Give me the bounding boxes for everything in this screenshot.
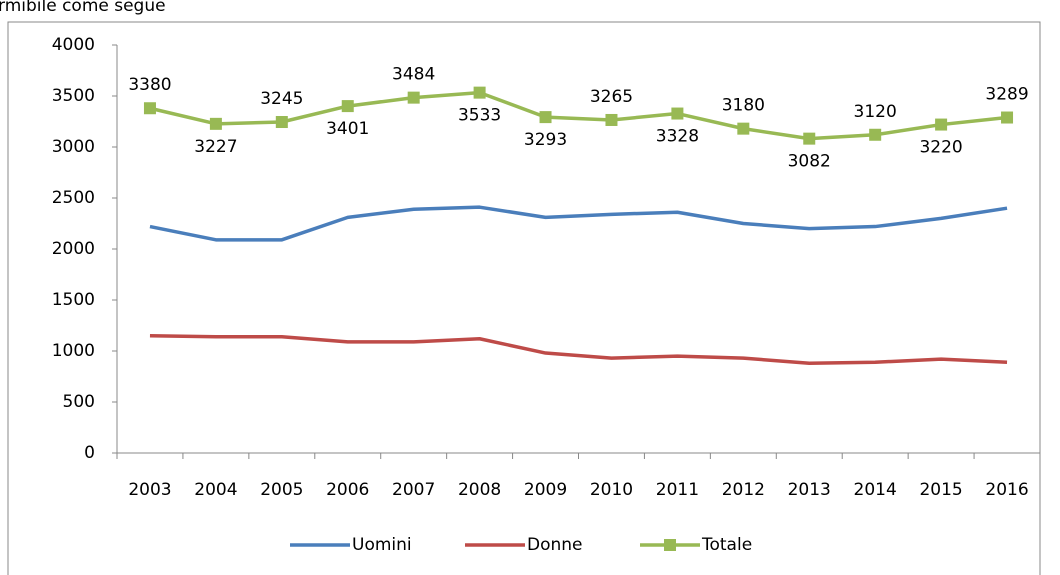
point-marker	[671, 107, 684, 120]
x-tick-label: 2012	[722, 480, 765, 500]
point-marker	[935, 118, 948, 131]
point-marker	[275, 116, 288, 129]
x-tick-label: 2003	[128, 480, 171, 500]
point-marker	[869, 128, 882, 141]
y-tick-label: 1000	[52, 341, 95, 361]
y-tick-label: 3000	[52, 137, 95, 157]
y-tick-label: 4000	[52, 35, 95, 55]
series-line	[149, 90, 1008, 141]
point-marker	[539, 111, 552, 124]
caption: rmibile come segue	[0, 0, 166, 16]
y-tick-label: 2500	[52, 188, 95, 208]
point-marker	[803, 132, 816, 145]
point-marker	[341, 100, 354, 113]
point-marker	[143, 102, 156, 115]
x-tick-label: 2006	[326, 480, 369, 500]
point-marker	[473, 86, 486, 99]
x-tick-label: 2011	[656, 480, 699, 500]
data-label: 3289	[985, 85, 1028, 105]
x-tick-label: 2004	[194, 480, 237, 500]
chart-frame	[7, 21, 1041, 575]
x-tick-label: 2016	[985, 480, 1028, 500]
series-line	[149, 205, 1008, 242]
point-marker	[407, 91, 420, 104]
point-marker	[209, 117, 222, 130]
y-tick-label: 0	[84, 443, 95, 463]
point-marker	[737, 122, 750, 135]
data-label: 3245	[260, 89, 303, 109]
y-tick-label: 1500	[52, 290, 95, 310]
data-label: 3227	[194, 137, 237, 157]
data-label: 3265	[590, 87, 633, 107]
x-tick-label: 2009	[524, 480, 567, 500]
legend-label: Totale	[701, 535, 752, 555]
data-label: 3380	[128, 75, 171, 95]
series-line	[149, 333, 1008, 365]
x-tick-label: 2013	[788, 480, 831, 500]
data-label: 3120	[854, 102, 897, 122]
point-marker	[605, 113, 618, 126]
x-tick-label: 2008	[458, 480, 501, 500]
y-tick-label: 2000	[52, 239, 95, 259]
x-tick-label: 2015	[919, 480, 962, 500]
data-label: 3484	[392, 65, 435, 85]
data-label: 3401	[326, 119, 369, 139]
x-tick-label: 2014	[854, 480, 897, 500]
point-marker	[1001, 111, 1014, 124]
legend-label: Uomini	[352, 535, 412, 555]
data-label: 3180	[722, 96, 765, 116]
legend-marker	[664, 539, 676, 551]
data-label: 3293	[524, 130, 567, 150]
data-label: 3533	[458, 106, 501, 126]
legend-label: Donne	[527, 535, 583, 555]
data-label: 3328	[656, 127, 699, 147]
x-tick-label: 2010	[590, 480, 633, 500]
y-tick-label: 500	[63, 392, 95, 412]
x-tick-label: 2005	[260, 480, 303, 500]
data-label: 3220	[919, 138, 962, 158]
x-tick-label: 2007	[392, 480, 435, 500]
data-label: 3082	[788, 152, 831, 172]
y-tick-label: 3500	[52, 86, 95, 106]
